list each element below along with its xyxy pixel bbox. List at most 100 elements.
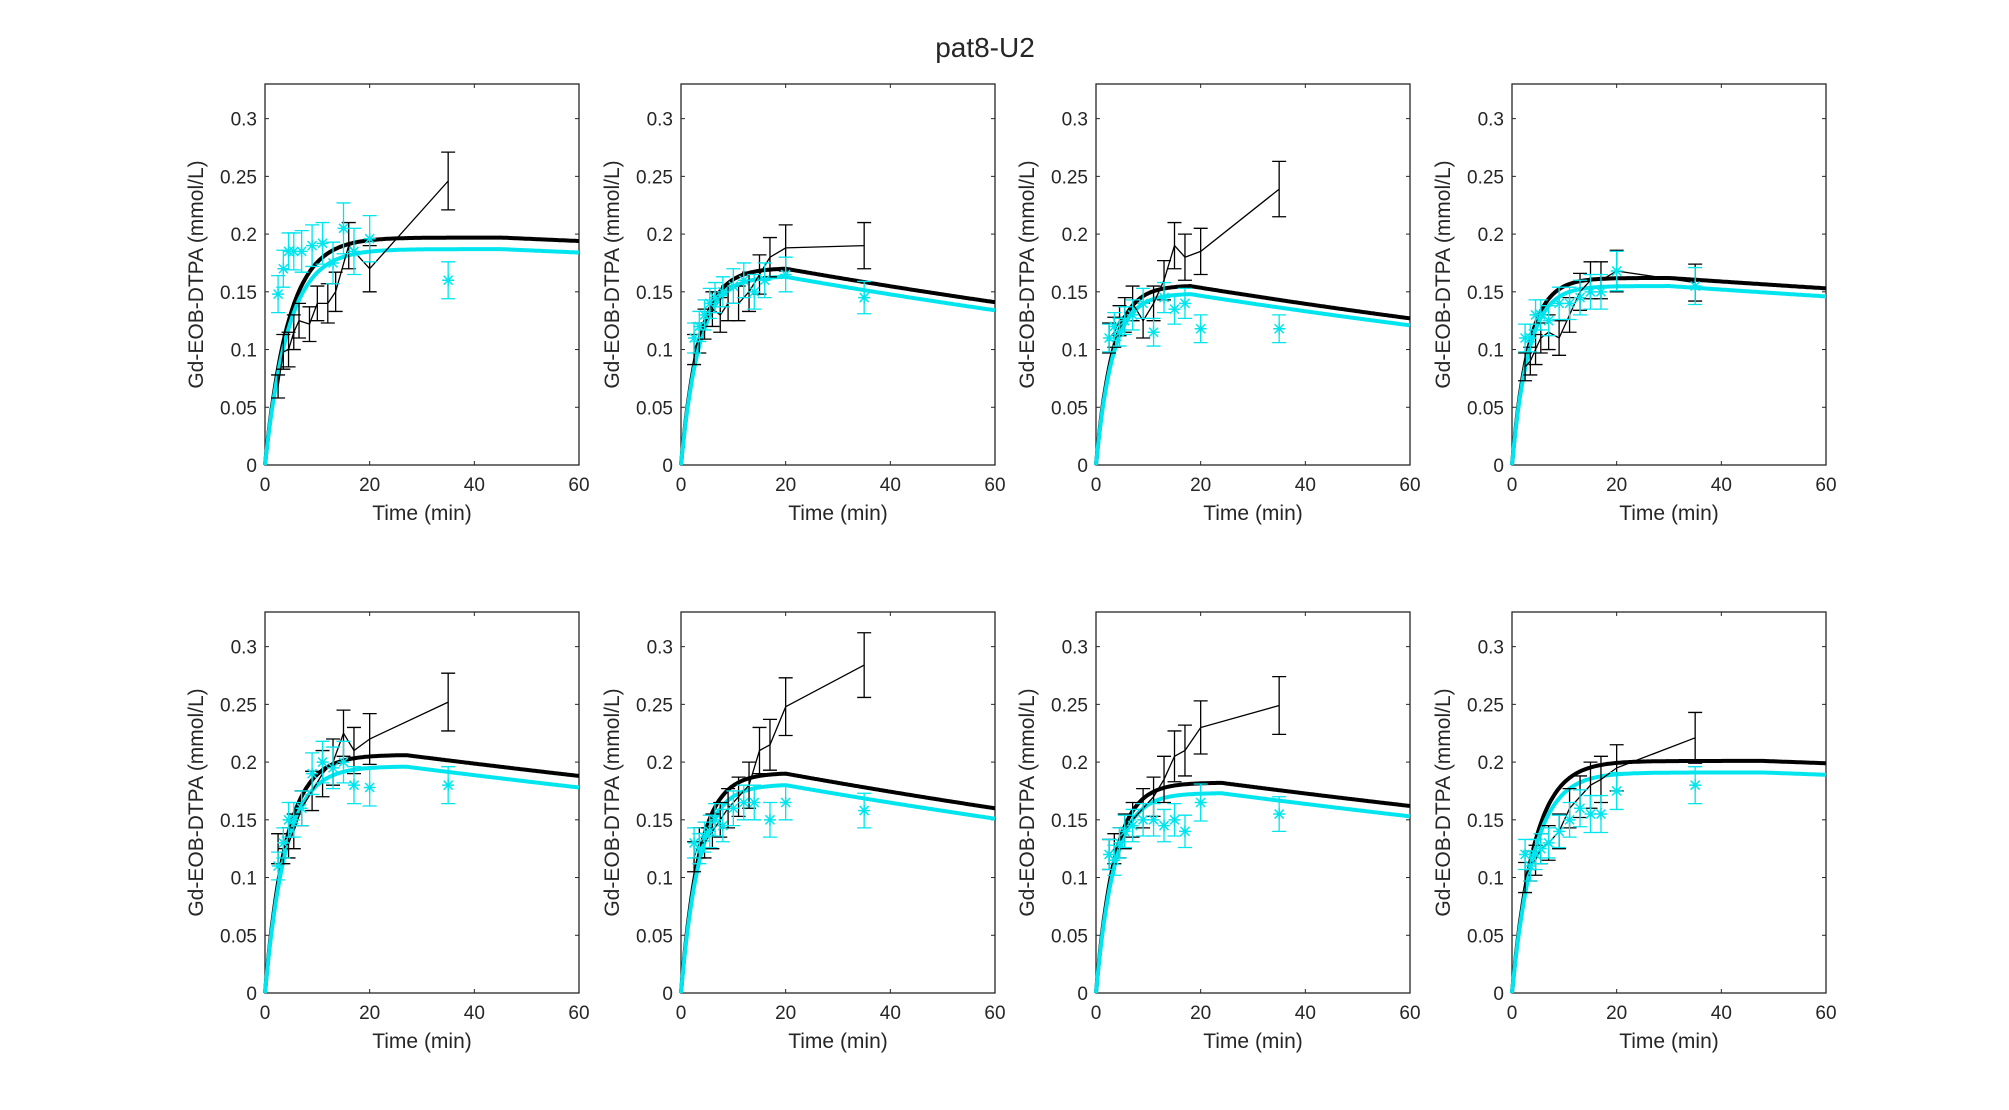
star-marker-cyan bbox=[693, 842, 706, 855]
measured-series-cyan bbox=[1102, 783, 1287, 876]
error-bar-black bbox=[310, 285, 325, 322]
star-marker-cyan bbox=[1108, 320, 1121, 333]
x-tick-label: 0 bbox=[1507, 475, 1518, 496]
y-tick-label: 0.1 bbox=[231, 869, 257, 890]
star-marker-cyan bbox=[1273, 808, 1286, 821]
star-marker-cyan bbox=[327, 761, 340, 774]
star-marker-cyan bbox=[1689, 280, 1702, 293]
error-bar-black bbox=[1272, 676, 1287, 736]
error-bar-black bbox=[857, 221, 872, 270]
star-marker-cyan bbox=[1126, 819, 1139, 832]
error-bar-black bbox=[762, 718, 777, 771]
y-tick-label: 0.3 bbox=[231, 110, 257, 131]
model-fit-line-black bbox=[1510, 276, 1827, 466]
error-bar-black bbox=[1167, 730, 1182, 783]
star-marker-cyan bbox=[347, 779, 360, 792]
x-axis-label: Time (min) bbox=[1619, 1030, 1719, 1053]
star-marker-cyan bbox=[688, 836, 701, 849]
y-tick-label: 0.1 bbox=[647, 341, 673, 362]
x-tick-label: 0 bbox=[260, 475, 271, 496]
x-tick-label: 60 bbox=[1815, 1003, 1836, 1024]
x-tick-label: 60 bbox=[1399, 1003, 1420, 1024]
measured-series-cyan bbox=[687, 256, 872, 354]
model-fit-line-cyan bbox=[1094, 292, 1411, 466]
star-marker-cyan bbox=[716, 819, 729, 832]
y-axis-label: Gd-EOB-DTPA (mmol/L) bbox=[601, 688, 624, 916]
error-bar-black bbox=[328, 271, 343, 313]
subplot-8: 0 20 40 60 0 0.05 0.1 0.15 0.2 0.25 0.3 Time (min) G… bbox=[1432, 611, 1837, 1053]
y-tick-label: 0.3 bbox=[647, 110, 673, 131]
measured-series-cyan bbox=[1518, 766, 1703, 882]
axes-box bbox=[264, 83, 580, 466]
y-tick-label: 0.15 bbox=[220, 811, 257, 832]
x-tick-label: 0 bbox=[260, 1003, 271, 1024]
y-tick-label: 0.25 bbox=[1467, 695, 1504, 716]
y-tick-label: 0.3 bbox=[1062, 638, 1088, 659]
star-marker-cyan bbox=[1524, 860, 1537, 872]
error-bar-black bbox=[857, 632, 872, 699]
y-tick-label: 0.2 bbox=[1478, 225, 1504, 246]
subplot-grid: 0 20 40 60 0 0.05 0.1 0.15 0.2 0.25 0.3 Time (min) G… bbox=[185, 83, 1837, 1053]
x-tick-label: 40 bbox=[880, 475, 901, 496]
axes-box bbox=[1095, 611, 1411, 994]
model-fit-line-cyan bbox=[1094, 791, 1411, 994]
x-tick-label: 20 bbox=[1606, 475, 1627, 496]
y-tick-label: 0.2 bbox=[647, 225, 673, 246]
y-tick-label: 0.15 bbox=[1051, 811, 1088, 832]
x-tick-label: 40 bbox=[1295, 475, 1316, 496]
measured-series-cyan bbox=[271, 202, 456, 314]
star-marker-cyan bbox=[1542, 314, 1555, 327]
x-tick-label: 60 bbox=[984, 475, 1005, 496]
error-bar-black bbox=[752, 726, 767, 775]
star-marker-cyan bbox=[1168, 303, 1181, 316]
star-marker-cyan bbox=[1103, 848, 1116, 861]
y-tick-label: 0.1 bbox=[647, 869, 673, 890]
y-tick-label: 0.25 bbox=[1051, 167, 1088, 188]
x-tick-label: 40 bbox=[464, 475, 485, 496]
star-marker-cyan bbox=[1610, 265, 1623, 278]
y-axis-label: Gd-EOB-DTPA (mmol/L) bbox=[185, 688, 208, 916]
star-marker-cyan bbox=[295, 802, 308, 815]
star-marker-cyan bbox=[1574, 802, 1587, 815]
star-marker-cyan bbox=[1158, 291, 1171, 304]
error-bar-black bbox=[362, 712, 377, 766]
axes-box bbox=[264, 611, 580, 994]
y-tick-label: 0.3 bbox=[1062, 110, 1088, 131]
x-tick-label: 0 bbox=[1507, 1003, 1518, 1024]
star-marker-cyan bbox=[287, 245, 300, 258]
star-marker-cyan bbox=[1147, 813, 1160, 826]
x-tick-label: 20 bbox=[775, 475, 796, 496]
star-marker-cyan bbox=[1689, 779, 1702, 792]
x-axis-label: Time (min) bbox=[788, 1030, 888, 1053]
star-marker-cyan bbox=[737, 796, 750, 809]
star-marker-cyan bbox=[748, 285, 761, 298]
subplot-7: 0 20 40 60 0 0.05 0.1 0.15 0.2 0.25 0.3 Time (min) G… bbox=[1016, 611, 1421, 1053]
y-tick-label: 0.1 bbox=[231, 341, 257, 362]
y-tick-label: 0.25 bbox=[636, 167, 673, 188]
star-marker-cyan bbox=[442, 274, 455, 287]
axes-box bbox=[1095, 83, 1411, 466]
axes-box bbox=[1511, 611, 1827, 994]
x-tick-label: 40 bbox=[464, 1003, 485, 1024]
star-marker-cyan bbox=[1137, 297, 1150, 310]
error-bar-black bbox=[271, 374, 286, 399]
star-marker-cyan bbox=[1126, 308, 1139, 321]
y-axis-label: Gd-EOB-DTPA (mmol/L) bbox=[1432, 688, 1455, 916]
subplot-6: 0 20 40 60 0 0.05 0.1 0.15 0.2 0.25 0.3 Time (min) G… bbox=[601, 611, 1006, 1053]
y-tick-label: 0 bbox=[662, 456, 673, 477]
star-marker-cyan bbox=[287, 813, 300, 826]
star-marker-cyan bbox=[1584, 285, 1597, 298]
star-marker-cyan bbox=[1519, 848, 1532, 861]
figure-title: pat8-U2 bbox=[935, 32, 1035, 63]
y-tick-label: 0.3 bbox=[231, 638, 257, 659]
star-marker-cyan bbox=[363, 232, 376, 245]
error-bar-black bbox=[1272, 160, 1287, 218]
x-tick-label: 0 bbox=[1091, 1003, 1102, 1024]
error-bar-black bbox=[1157, 755, 1172, 804]
star-marker-cyan bbox=[1574, 291, 1587, 304]
star-marker-cyan bbox=[779, 796, 792, 809]
star-marker-cyan bbox=[1108, 854, 1121, 867]
y-tick-label: 0.3 bbox=[647, 638, 673, 659]
star-marker-cyan bbox=[316, 756, 329, 769]
